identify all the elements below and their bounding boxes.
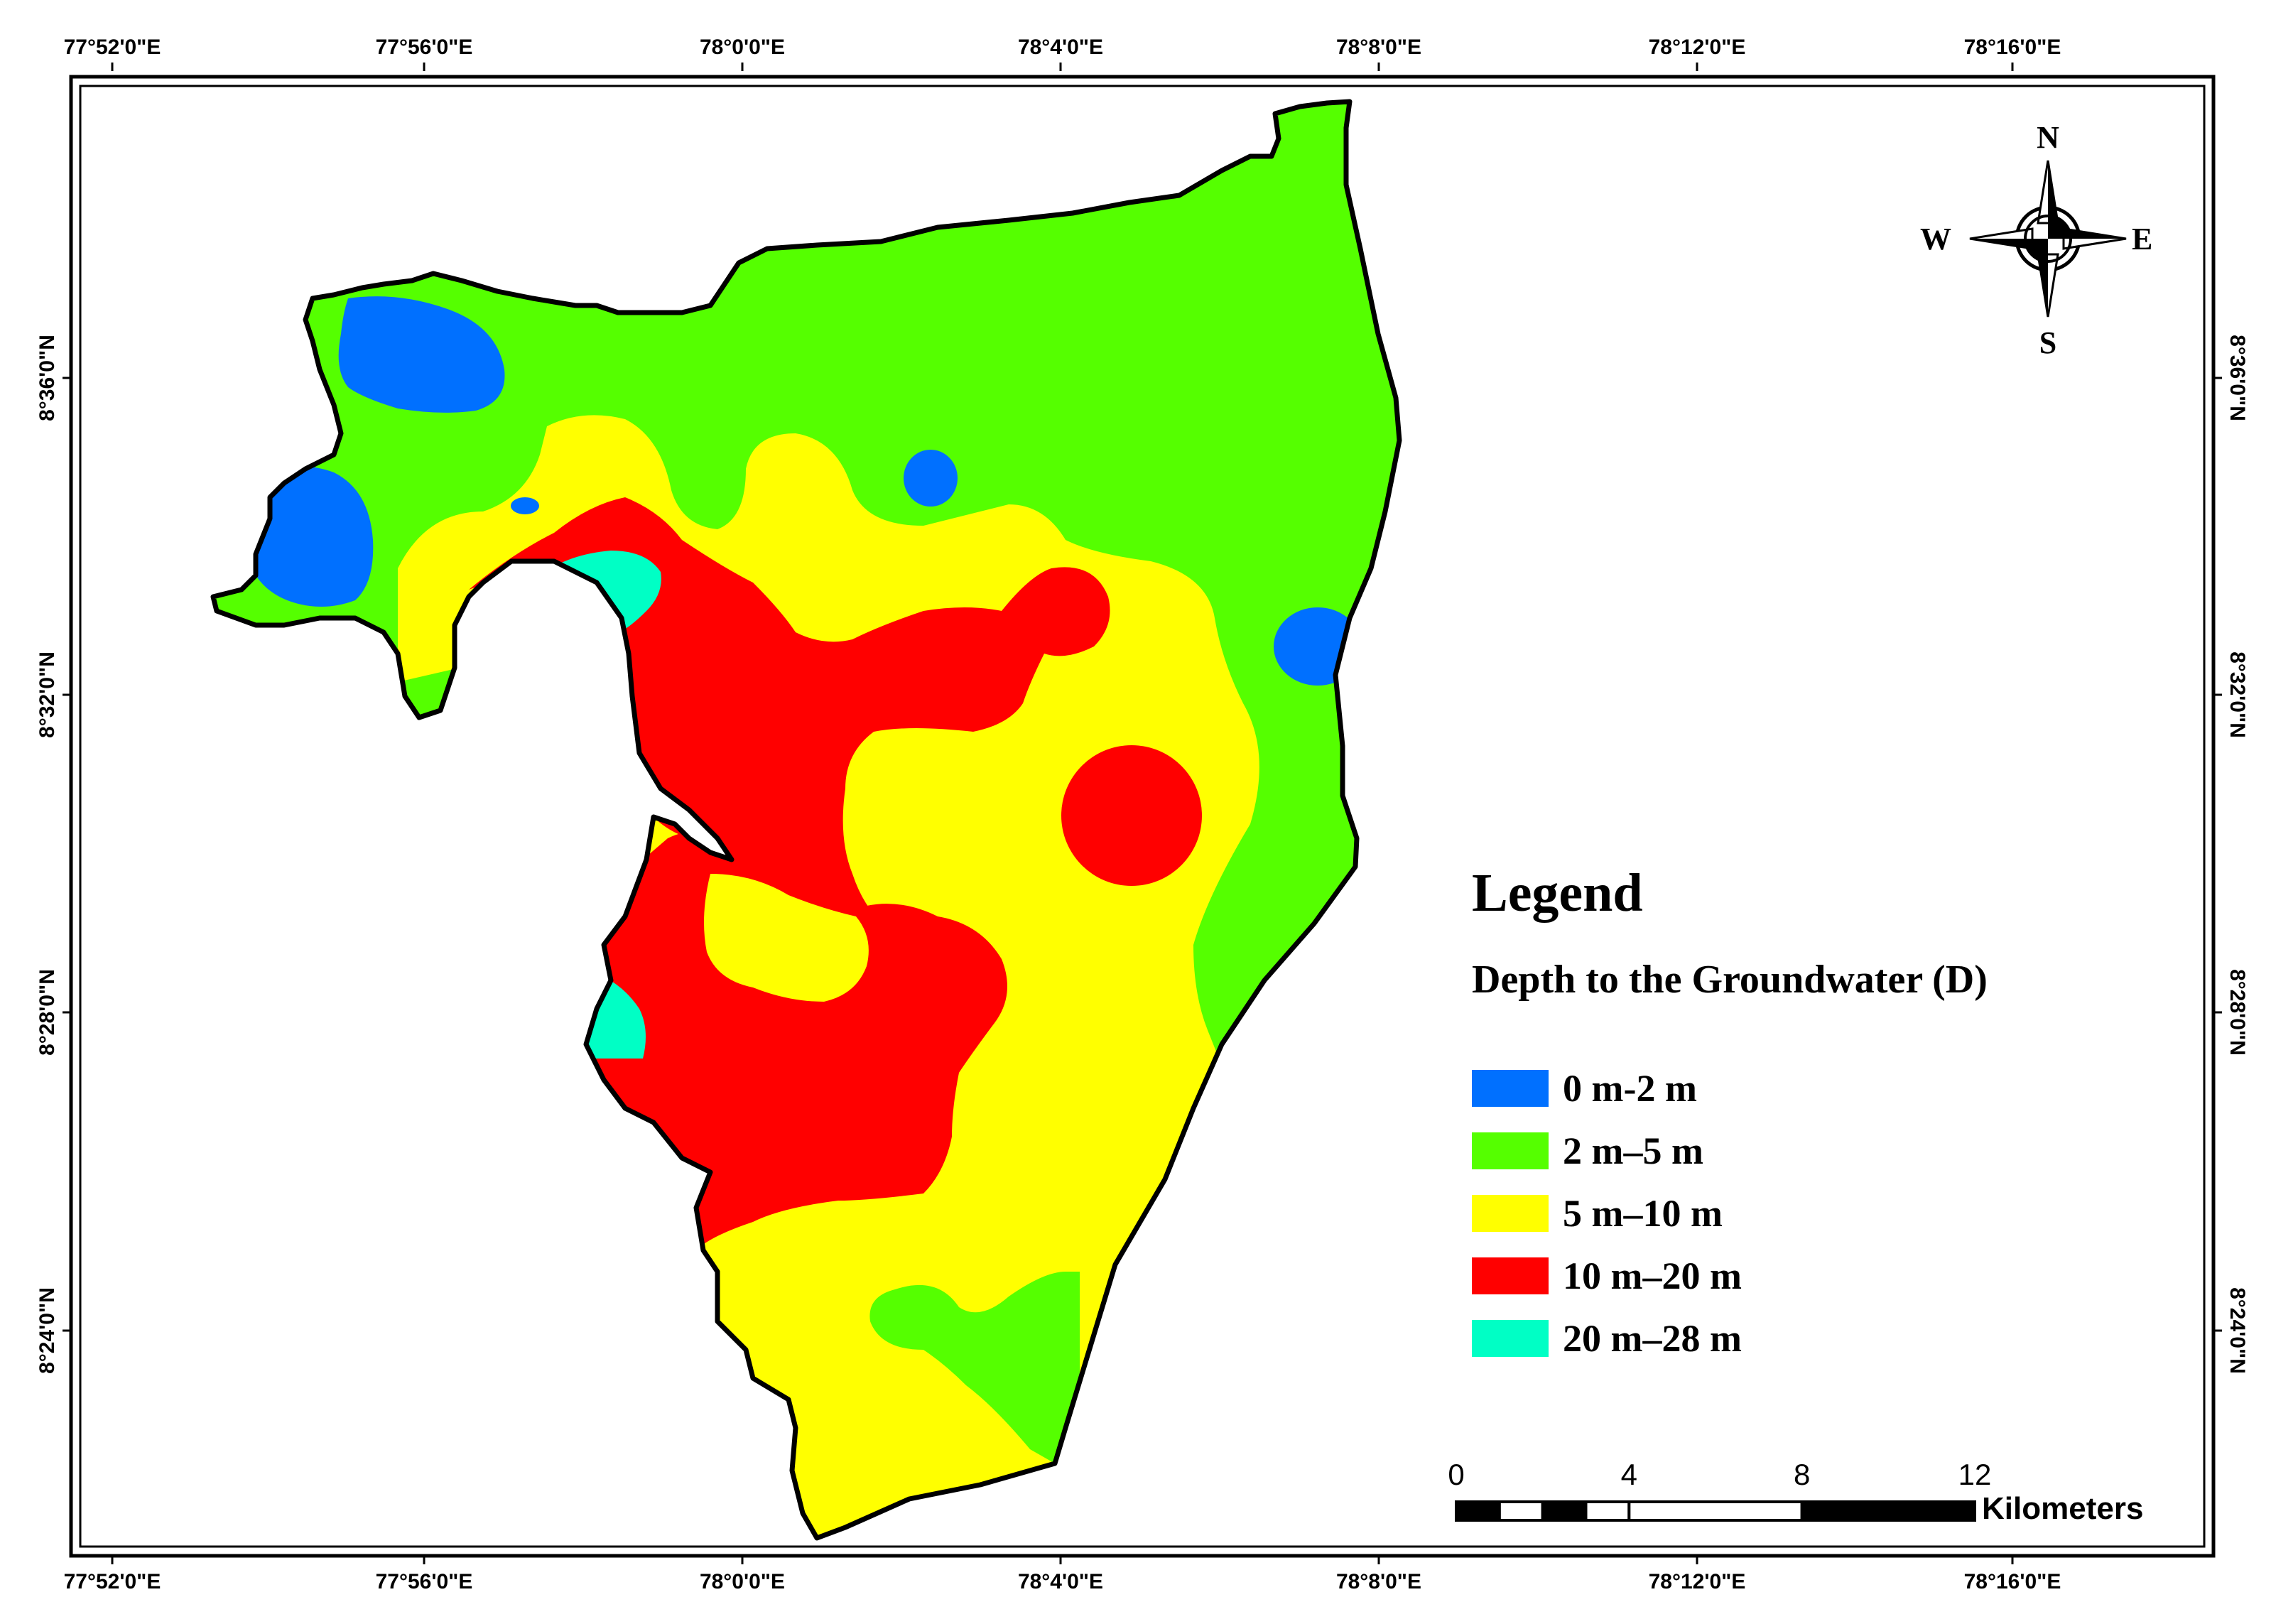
legend-item-label: 5 m–10 m — [1563, 1192, 1723, 1235]
depth-zones — [213, 102, 1399, 1538]
zone-green-south — [869, 1272, 1080, 1478]
tick-label-bottom: 78°8'0"E — [1336, 1570, 1421, 1593]
scale-segment — [1800, 1500, 1977, 1522]
tick-label-right: 8°28'0"N — [2226, 969, 2249, 1056]
tick-label-top: 77°52'0"E — [64, 36, 161, 59]
map-frame-outer — [69, 75, 2216, 1558]
tick-label-right: 8°32'0"N — [2226, 651, 2249, 738]
compass-w-label: W — [1920, 222, 1951, 256]
legend-title: Legend — [1472, 863, 1643, 923]
legend-swatch — [1472, 1070, 1549, 1107]
tick-label-top: 77°56'0"E — [376, 36, 473, 59]
compass-s-label: S — [2039, 325, 2056, 360]
tick-label-bottom: 78°4'0"E — [1018, 1570, 1103, 1593]
study-area-outline — [210, 99, 1402, 1541]
zone-blue-small — [511, 497, 539, 514]
map-frame-inner — [79, 85, 2206, 1548]
legend-item-label: 10 m–20 m — [1563, 1255, 1742, 1297]
graticule: 77°52'0"E 77°56'0"E 78°0'0"E 78°4'0"E 78°8'0… — [36, 36, 2249, 1593]
scale-label: 0 — [1448, 1458, 1464, 1491]
tick-label-left: 8°28'0"N — [36, 969, 59, 1056]
scale-segment — [1541, 1500, 1588, 1522]
tick-label-left: 8°24'0"N — [36, 1287, 59, 1374]
tick-label-bottom: 78°12'0"E — [1649, 1570, 1746, 1593]
tick-label-left: 8°32'0"N — [36, 651, 59, 738]
tick-label-top: 78°16'0"E — [1964, 36, 2061, 59]
zone-blue-center — [904, 450, 958, 507]
legend-swatch — [1472, 1257, 1549, 1294]
tick-label-top: 78°4'0"E — [1018, 36, 1103, 59]
compass-rose-icon: N S W E — [1920, 120, 2152, 360]
legend-swatch — [1472, 1195, 1549, 1232]
zone-red-circle — [1061, 745, 1202, 886]
legend-item-label: 2 m–5 m — [1563, 1130, 1703, 1172]
tick-label-bottom: 78°16'0"E — [1964, 1570, 2061, 1593]
scale-bar-labels: 0 4 8 12 — [1448, 1458, 1991, 1491]
zone-red-south — [568, 831, 1007, 1250]
tick-label-top: 78°12'0"E — [1649, 36, 1746, 59]
legend-item-label: 0 m-2 m — [1563, 1067, 1697, 1110]
legend-item-label: 20 m–28 m — [1563, 1317, 1742, 1360]
scale-label: 8 — [1794, 1458, 1810, 1491]
tick-label-bottom: 78°0'0"E — [700, 1570, 785, 1593]
scale-segment — [1455, 1500, 1501, 1522]
scale-segment — [1497, 1500, 1544, 1522]
scale-segment — [1584, 1500, 1631, 1522]
scale-label: 4 — [1621, 1458, 1637, 1491]
scale-bar: 0 4 8 12 Kilometers — [1448, 1458, 2143, 1526]
zone-yellow-pocket — [704, 874, 869, 1002]
tick-label-left: 8°36'0"N — [36, 335, 59, 421]
tick-label-top: 78°0'0"E — [700, 36, 785, 59]
compass-e-label: E — [2132, 222, 2152, 256]
scale-segment — [1627, 1500, 1804, 1522]
tick-label-bottom: 77°52'0"E — [64, 1570, 161, 1593]
tick-label-bottom: 77°56'0"E — [376, 1570, 473, 1593]
legend: Legend Depth to the Groundwater (D) 0 m-… — [1472, 863, 1988, 1360]
compass-n-label: N — [2037, 120, 2059, 155]
tick-label-right: 8°24'0"N — [2226, 1287, 2249, 1374]
legend-swatch — [1472, 1132, 1549, 1169]
scale-label: 12 — [1958, 1458, 1992, 1491]
tick-label-right: 8°36'0"N — [2226, 335, 2249, 421]
scale-unit: Kilometers — [1982, 1491, 2143, 1526]
zone-blue-west — [242, 466, 374, 607]
scale-bar-segments — [1455, 1500, 1977, 1522]
zone-blue-nw — [338, 296, 505, 413]
legend-items: 0 m-2 m 2 m–5 m 5 m–10 m 10 m–20 m 20 m–28 m — [1472, 1067, 1742, 1360]
tick-label-top: 78°8'0"E — [1336, 36, 1421, 59]
legend-swatch — [1472, 1320, 1549, 1357]
legend-subtitle: Depth to the Groundwater (D) — [1472, 958, 1988, 1002]
